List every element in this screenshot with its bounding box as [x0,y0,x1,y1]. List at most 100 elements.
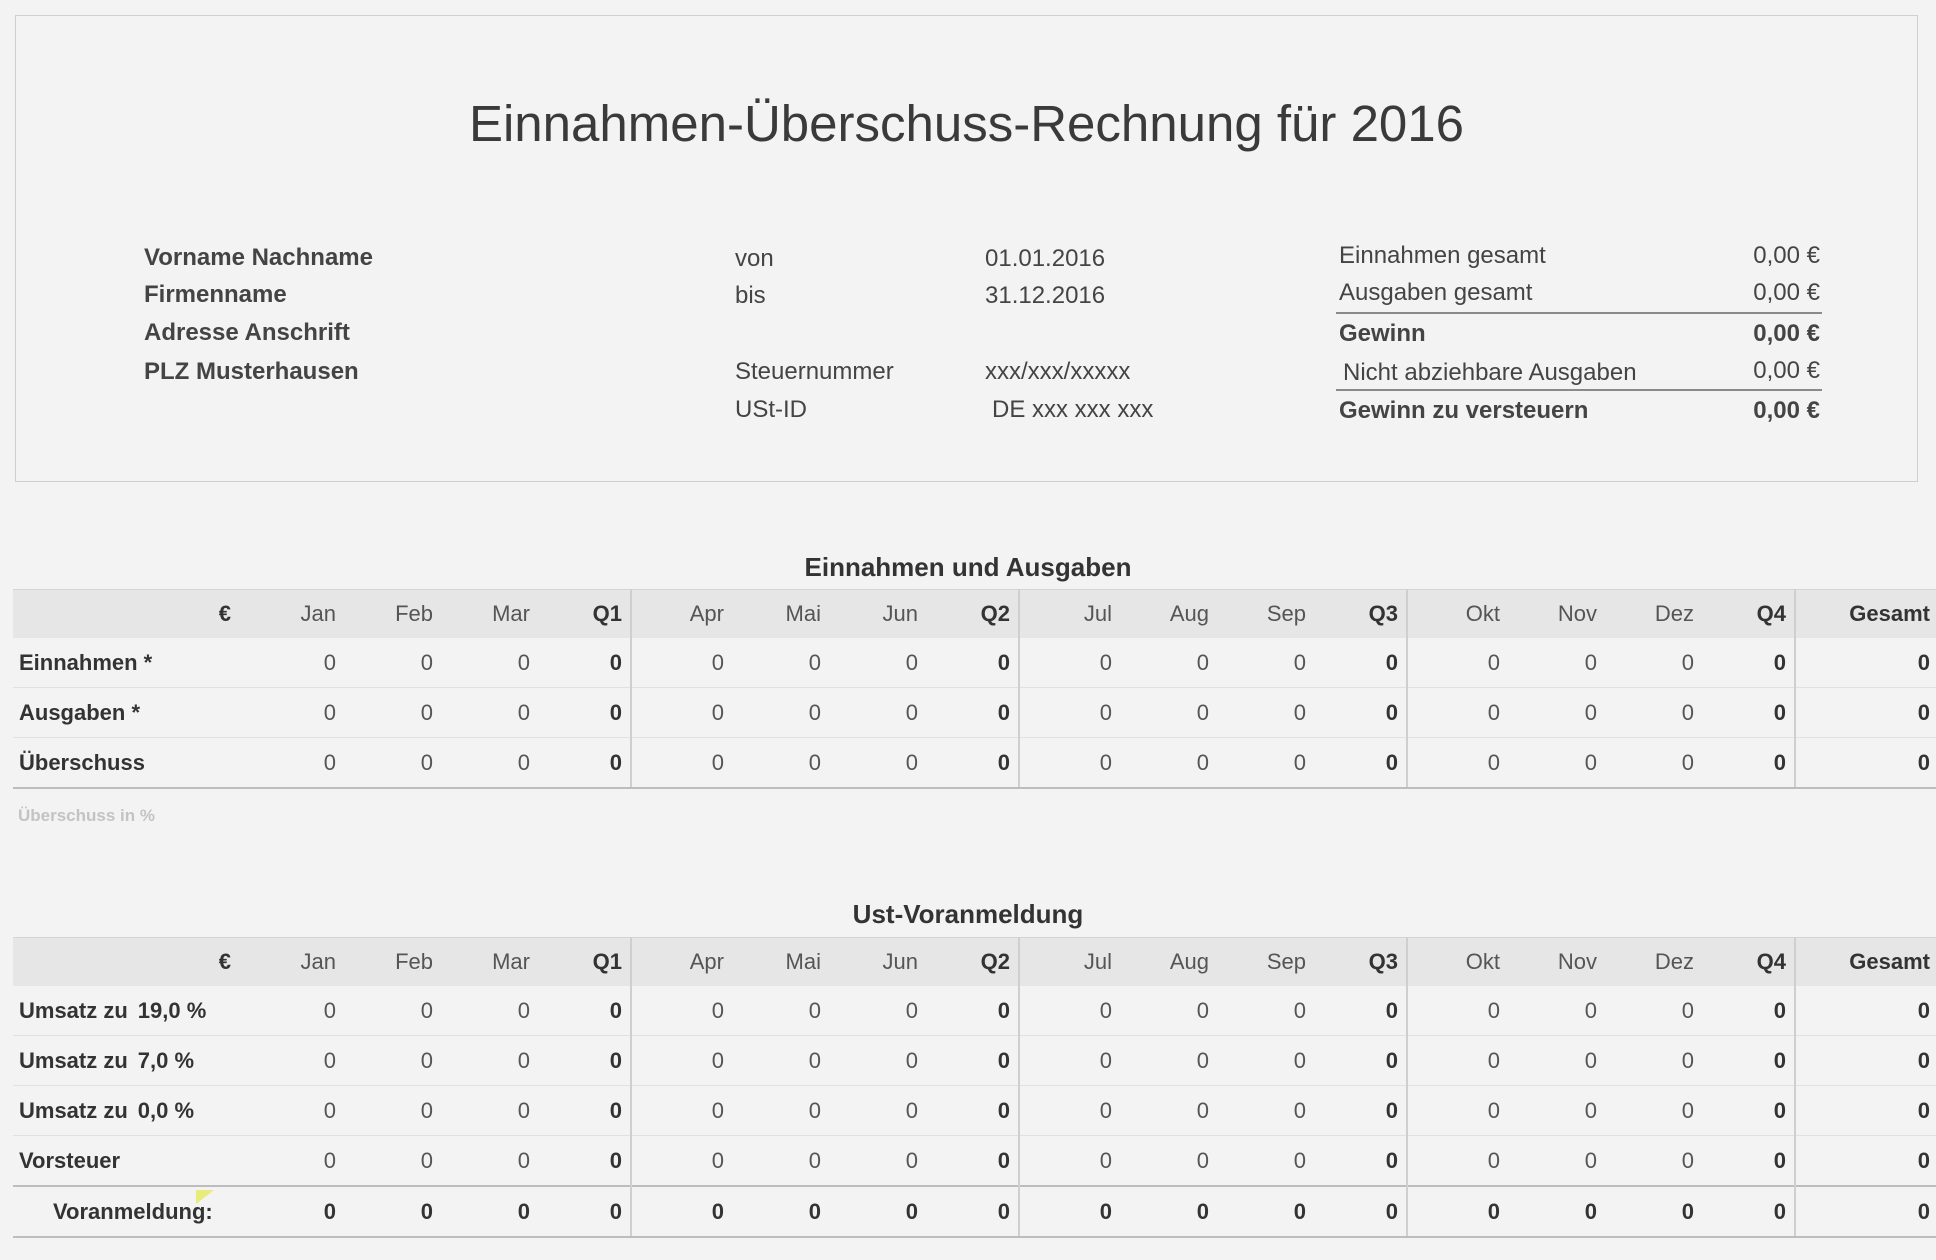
ie-r2-cell-q4[interactable]: 0 [1698,737,1796,789]
ie-r0-cell-okt[interactable]: 0 [1407,638,1504,688]
ie-r2-cell-feb[interactable]: 0 [340,737,437,789]
ie-r0-cell-q4[interactable]: 0 [1698,638,1796,688]
ie-r2-cell-gesamt[interactable]: 0 [1795,737,1936,789]
ie-r0-cell-jul[interactable]: 0 [1019,638,1116,688]
ie-r1-cell-okt[interactable]: 0 [1407,687,1504,738]
vat-r2-cell-q2[interactable]: 0 [922,1085,1020,1136]
vat-r1-cell-jan[interactable]: 0 [243,1035,340,1086]
vat-r1-cell-q2[interactable]: 0 [922,1035,1020,1086]
vat-r3-cell-mar[interactable]: 0 [437,1135,534,1187]
ie-r1-cell-aug[interactable]: 0 [1116,687,1213,738]
vat-r1-cell-aug[interactable]: 0 [1116,1035,1213,1086]
ie-r1-cell-jul[interactable]: 0 [1019,687,1116,738]
company-name[interactable]: Firmenname [144,281,287,308]
ie-r2-cell-q3[interactable]: 0 [1310,737,1408,789]
vat-r0-cell-q4[interactable]: 0 [1698,986,1796,1036]
vat-r0-cell-q3[interactable]: 0 [1310,986,1408,1036]
ie-r2-cell-q1[interactable]: 0 [534,737,632,789]
vat-r2-cell-gesamt[interactable]: 0 [1795,1085,1936,1136]
ie-r0-cell-q3[interactable]: 0 [1310,638,1408,688]
vat-r2-cell-q1[interactable]: 0 [534,1085,632,1136]
ie-r0-cell-q1[interactable]: 0 [534,638,632,688]
ie-r0-cell-q2[interactable]: 0 [922,638,1020,688]
vat-r0-cell-feb[interactable]: 0 [340,986,437,1036]
ie-r1-cell-gesamt[interactable]: 0 [1795,687,1936,738]
ie-r2-cell-mar[interactable]: 0 [437,737,534,789]
vat-r3-cell-jun[interactable]: 0 [825,1135,922,1187]
vat-r1-cell-dez[interactable]: 0 [1601,1035,1698,1086]
vat-r1-cell-gesamt[interactable]: 0 [1795,1035,1936,1086]
vat-r3-cell-aug[interactable]: 0 [1116,1135,1213,1187]
ie-r1-cell-q1[interactable]: 0 [534,687,632,738]
ie-r2-cell-jul[interactable]: 0 [1019,737,1116,789]
vat-sum-cell-jan[interactable]: 0 [243,1185,340,1238]
vat-r3-cell-jan[interactable]: 0 [243,1135,340,1187]
vat-r0-cell-apr[interactable]: 0 [631,986,728,1036]
vat-r1-cell-feb[interactable]: 0 [340,1035,437,1086]
vat-r0-cell-mar[interactable]: 0 [437,986,534,1036]
vat-sum-cell-q4[interactable]: 0 [1698,1185,1796,1238]
vat-r3-cell-nov[interactable]: 0 [1504,1135,1601,1187]
vat-sum-cell-feb[interactable]: 0 [340,1185,437,1238]
ie-r0-cell-gesamt[interactable]: 0 [1795,638,1936,688]
vat-r0-cell-okt[interactable]: 0 [1407,986,1504,1036]
vat-r1-cell-q4[interactable]: 0 [1698,1035,1796,1086]
ie-r1-cell-jan[interactable]: 0 [243,687,340,738]
vat-r3-cell-jul[interactable]: 0 [1019,1135,1116,1187]
ie-r0-cell-mar[interactable]: 0 [437,638,534,688]
ie-r0-cell-sep[interactable]: 0 [1213,638,1310,688]
ie-r2-cell-jun[interactable]: 0 [825,737,922,789]
vat-r0-cell-jun[interactable]: 0 [825,986,922,1036]
vat-r0-cell-nov[interactable]: 0 [1504,986,1601,1036]
vat-r3-cell-mai[interactable]: 0 [728,1135,825,1187]
vat-r2-cell-nov[interactable]: 0 [1504,1085,1601,1136]
vat-sum-cell-apr[interactable]: 0 [631,1185,728,1238]
vat-r3-cell-q1[interactable]: 0 [534,1135,632,1187]
vat-r1-cell-q1[interactable]: 0 [534,1035,632,1086]
vat-r1-cell-sep[interactable]: 0 [1213,1035,1310,1086]
city[interactable]: PLZ Musterhausen [144,358,359,385]
ie-r2-cell-aug[interactable]: 0 [1116,737,1213,789]
vat-r3-cell-q2[interactable]: 0 [922,1135,1020,1187]
vat-sum-cell-sep[interactable]: 0 [1213,1185,1310,1238]
vat-r0-cell-aug[interactable]: 0 [1116,986,1213,1036]
address[interactable]: Adresse Anschrift [144,319,350,346]
vat-sum-cell-dez[interactable]: 0 [1601,1185,1698,1238]
vat-r2-cell-mai[interactable]: 0 [728,1085,825,1136]
vat-r1-cell-jun[interactable]: 0 [825,1035,922,1086]
vat-r1-cell-apr[interactable]: 0 [631,1035,728,1086]
vat-sum-cell-gesamt[interactable]: 0 [1795,1185,1936,1238]
vat-r3-cell-gesamt[interactable]: 0 [1795,1135,1936,1187]
vat-r2-cell-sep[interactable]: 0 [1213,1085,1310,1136]
ie-r2-cell-okt[interactable]: 0 [1407,737,1504,789]
vat-r2-cell-feb[interactable]: 0 [340,1085,437,1136]
ie-r0-cell-feb[interactable]: 0 [340,638,437,688]
comment-marker[interactable] [196,1190,214,1204]
vat-r2-cell-dez[interactable]: 0 [1601,1085,1698,1136]
ie-r1-cell-apr[interactable]: 0 [631,687,728,738]
vat-sum-cell-q3[interactable]: 0 [1310,1185,1408,1238]
vat-r0-cell-mai[interactable]: 0 [728,986,825,1036]
ie-r2-cell-nov[interactable]: 0 [1504,737,1601,789]
ie-r0-cell-jan[interactable]: 0 [243,638,340,688]
vat-r2-cell-q3[interactable]: 0 [1310,1085,1408,1136]
vat-r1-cell-nov[interactable]: 0 [1504,1035,1601,1086]
vat-id-value[interactable]: DE xxx xxx xxx [992,396,1154,423]
from-date[interactable]: 01.01.2016 [985,245,1106,272]
vat-r0-cell-q1[interactable]: 0 [534,986,632,1036]
vat-sum-cell-jul[interactable]: 0 [1019,1185,1116,1238]
vat-sum-cell-jun[interactable]: 0 [825,1185,922,1238]
ie-r0-cell-nov[interactable]: 0 [1504,638,1601,688]
vat-r0-cell-sep[interactable]: 0 [1213,986,1310,1036]
ie-r2-cell-dez[interactable]: 0 [1601,737,1698,789]
vat-r1-cell-mar[interactable]: 0 [437,1035,534,1086]
vat-sum-cell-aug[interactable]: 0 [1116,1185,1213,1238]
ie-r1-cell-mar[interactable]: 0 [437,687,534,738]
vat-r1-cell-okt[interactable]: 0 [1407,1035,1504,1086]
owner-name[interactable]: Vorname Nachname [144,244,373,271]
vat-sum-cell-q1[interactable]: 0 [534,1185,632,1238]
ie-r1-cell-sep[interactable]: 0 [1213,687,1310,738]
vat-r3-cell-okt[interactable]: 0 [1407,1135,1504,1187]
ie-r0-cell-jun[interactable]: 0 [825,638,922,688]
ie-r2-cell-jan[interactable]: 0 [243,737,340,789]
